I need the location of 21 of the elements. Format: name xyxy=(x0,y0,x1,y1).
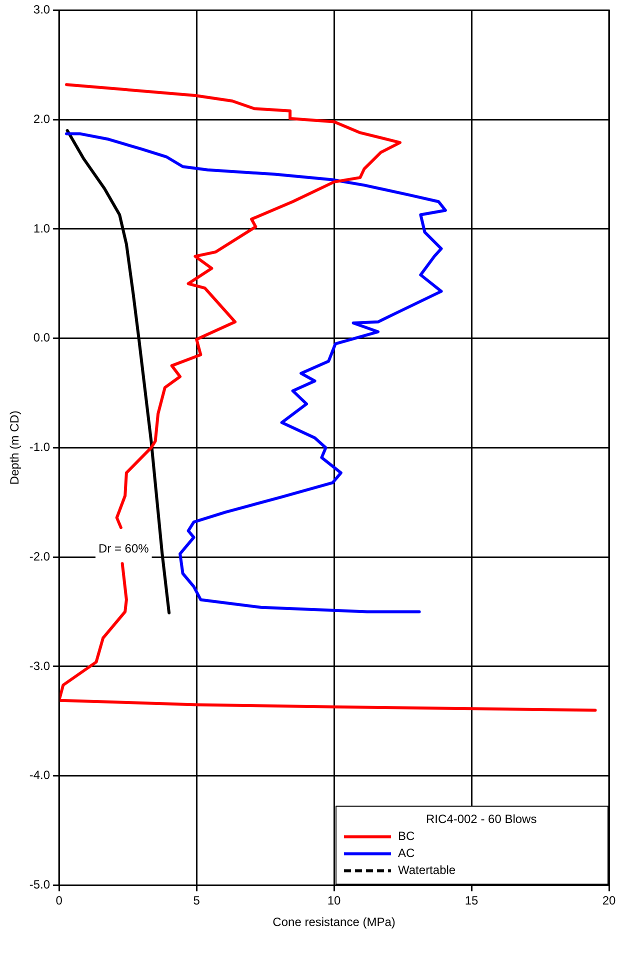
y-tick-label: 0.0 xyxy=(33,330,50,345)
y-tick-label: -4.0 xyxy=(29,768,50,782)
legend-label: Watertable xyxy=(398,863,456,878)
x-tick-label: 5 xyxy=(193,894,200,908)
y-tick-label: 1.0 xyxy=(33,221,50,236)
y-tick-label: -1.0 xyxy=(29,440,50,454)
legend-label: BC xyxy=(398,829,416,844)
y-tick-label: 3.0 xyxy=(33,2,50,17)
x-tick-label: 20 xyxy=(602,894,616,908)
legend-title: RIC4-002 - 60 Blows xyxy=(426,812,537,826)
annotation: Dr = 60% xyxy=(98,542,150,556)
x-tick-label: 0 xyxy=(56,894,63,908)
x-axis-title: Cone resistance (MPa) xyxy=(272,915,396,930)
y-tick-label: -3.0 xyxy=(29,658,50,673)
x-tick-label: 15 xyxy=(464,894,479,908)
y-tick-label: 2.0 xyxy=(33,112,50,126)
y-tick-label: -5.0 xyxy=(29,878,50,892)
x-tick-label: 10 xyxy=(327,894,342,908)
y-tick-label: -2.0 xyxy=(29,549,50,564)
legend-label: AC xyxy=(398,846,416,860)
y-axis-title: Depth (m CD) xyxy=(8,410,22,485)
